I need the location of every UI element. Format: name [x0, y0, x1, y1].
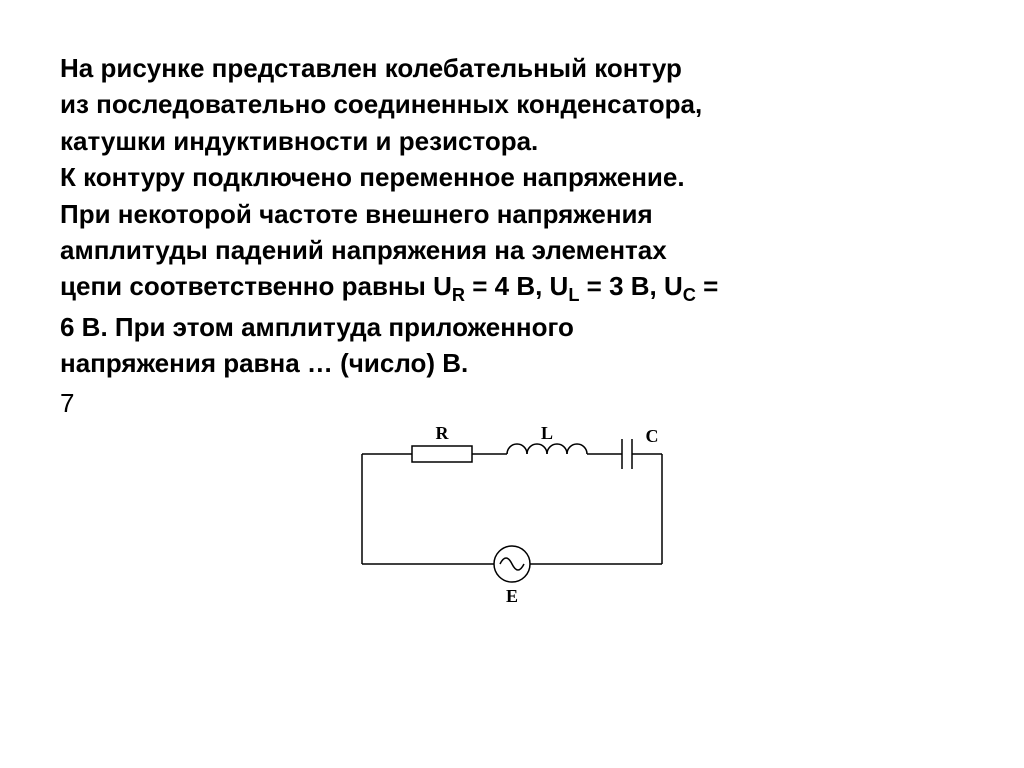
text-line: При некоторой частоте внешнего напряжени…	[60, 199, 653, 229]
var-UC-sub: C	[683, 286, 696, 306]
val-UL: = 3 В,	[579, 271, 664, 301]
text-line: 6 В. При этом амплитуда приложенного	[60, 312, 574, 342]
problem-statement: На рисунке представлен колебательный кон…	[60, 50, 964, 382]
text-line: катушки индуктивности и резистора.	[60, 126, 538, 156]
text-line: амплитуды падений напряжения на элемента…	[60, 235, 667, 265]
text-line: На рисунке представлен колебательный кон…	[60, 53, 682, 83]
var-UR: U	[433, 271, 452, 301]
text-line: напряжения равна … (число) В.	[60, 348, 468, 378]
text-line: из последовательно соединенных конденсат…	[60, 89, 702, 119]
var-UL-sub: L	[568, 286, 579, 306]
var-UC: U	[664, 271, 683, 301]
var-UR-sub: R	[452, 286, 465, 306]
label-C: C	[646, 426, 659, 446]
text-line: цепи соответственно равны	[60, 271, 433, 301]
label-E: E	[506, 586, 518, 606]
circuit-diagram: R L C E	[60, 414, 964, 614]
val-UR: = 4 В,	[465, 271, 550, 301]
rlc-circuit-svg: R L C E	[332, 414, 692, 614]
label-L: L	[541, 423, 553, 443]
label-R: R	[436, 423, 450, 443]
var-UL: U	[550, 271, 569, 301]
val-UC: =	[696, 271, 718, 301]
text-line: К контуру подключено переменное напряжен…	[60, 162, 685, 192]
